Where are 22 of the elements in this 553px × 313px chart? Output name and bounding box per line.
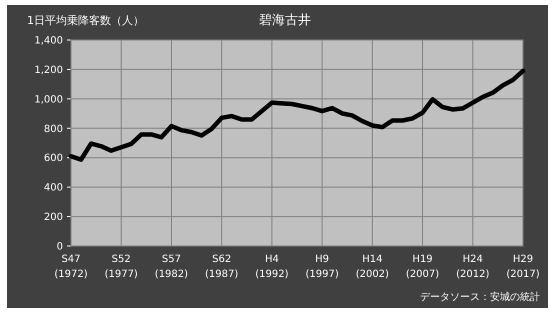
y-tick-label: 0 bbox=[56, 242, 63, 252]
y-tick-label: 400 bbox=[44, 182, 63, 194]
y-tick-label: 1,400 bbox=[34, 36, 63, 46]
x-tick-label: S62 (1987) bbox=[205, 254, 238, 280]
y-tick-label: 800 bbox=[44, 124, 63, 135]
x-tick-label: H4 (1992) bbox=[255, 254, 289, 280]
x-tick-label: H29 (2017) bbox=[506, 254, 540, 280]
text: データソース：安城の統計 bbox=[420, 291, 540, 303]
x-tick-label: S52 (1977) bbox=[104, 254, 138, 280]
x-tick-label: H14 (2002) bbox=[356, 254, 390, 280]
y-tick-label: 1,200 bbox=[34, 64, 63, 76]
y-tick-label: 1,000 bbox=[34, 94, 63, 106]
x-tick-label: H19 (2007) bbox=[406, 254, 440, 280]
x-tick-label: H24 (2012) bbox=[456, 254, 490, 280]
chart-title: 碧海古井 bbox=[259, 13, 311, 28]
x-tick-label: H9 (1997) bbox=[305, 254, 339, 280]
x-tick-label: S57 (1982) bbox=[154, 254, 188, 280]
line-series bbox=[68, 68, 526, 162]
y-tick-label: 600 bbox=[44, 153, 63, 164]
y-tick-label: 200 bbox=[44, 212, 63, 224]
x-tick-label: S47 (1972) bbox=[54, 254, 88, 280]
y-axis-title: 1日平均乗降客数（人） bbox=[27, 14, 144, 27]
